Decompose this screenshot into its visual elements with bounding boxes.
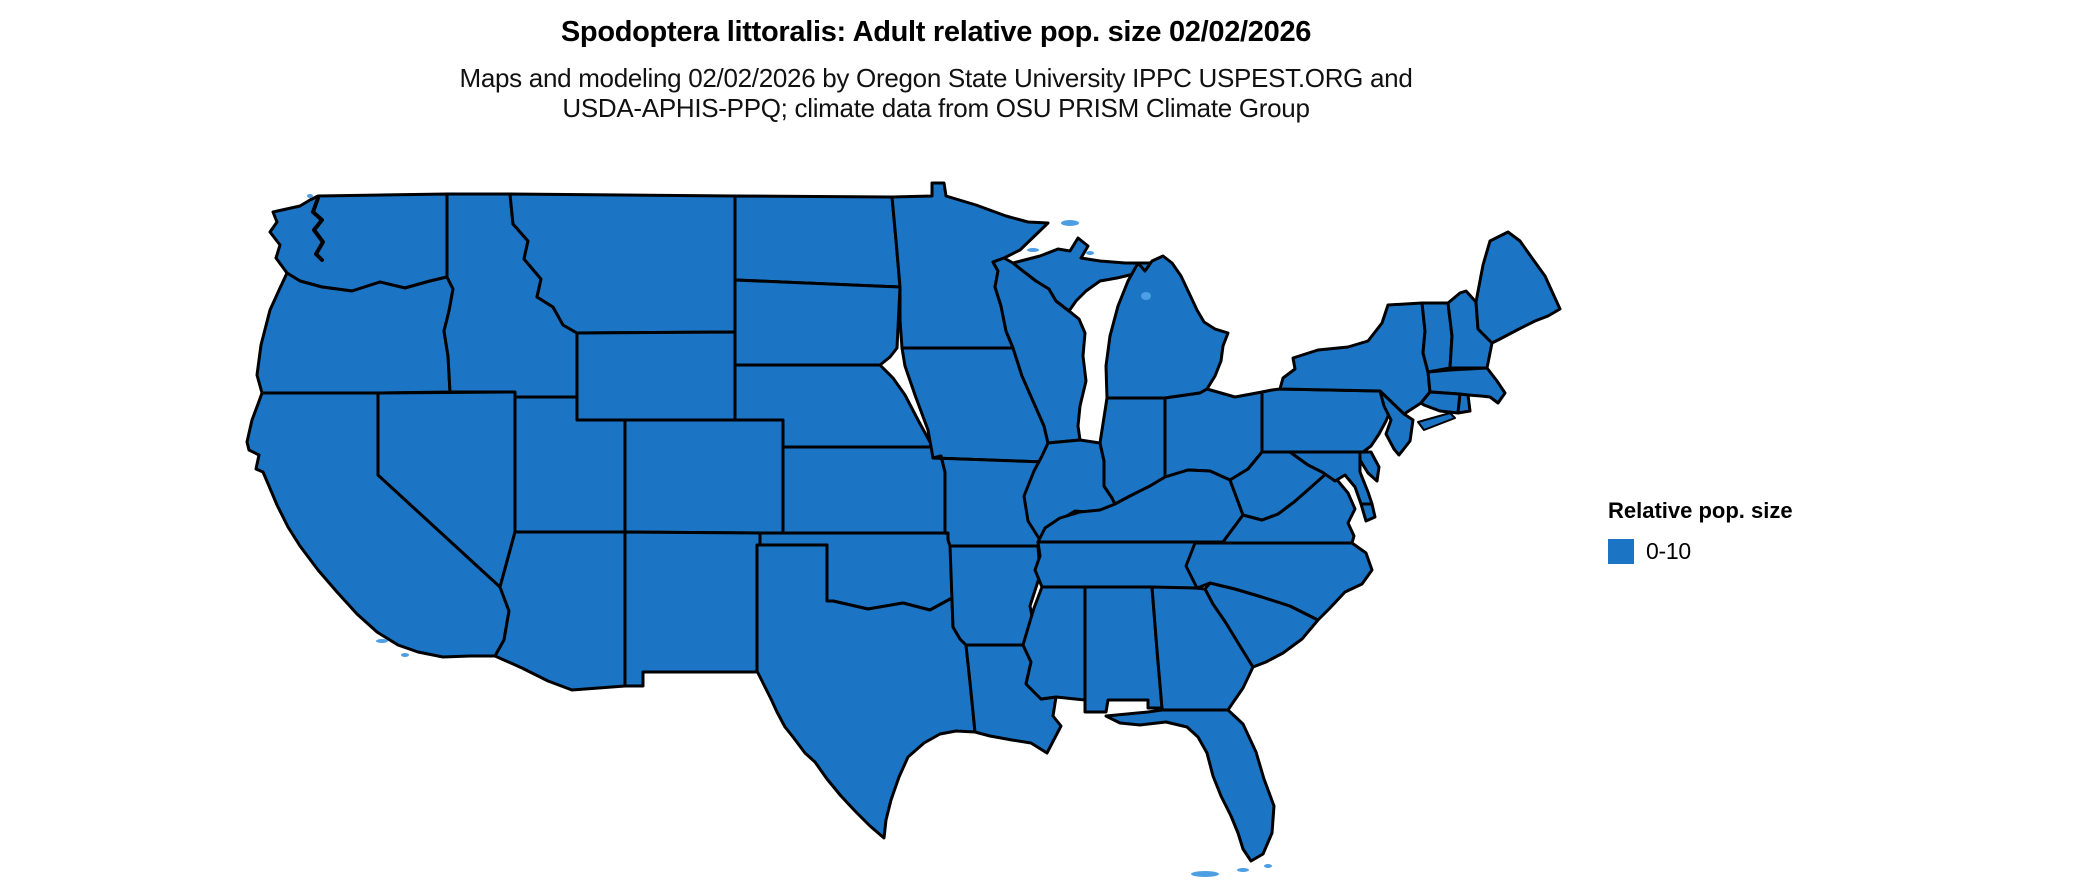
us-map-states xyxy=(245,181,1562,863)
state-ny xyxy=(1278,301,1432,416)
water-speck-4 xyxy=(376,639,388,643)
state-fl xyxy=(1104,708,1276,863)
water-speck-0 xyxy=(1061,220,1079,226)
legend-item-label: 0-10 xyxy=(1646,538,1691,564)
long-island xyxy=(1417,412,1456,431)
water-speck-6 xyxy=(307,194,313,198)
state-ms xyxy=(1021,585,1087,702)
header: Spodoptera littoralis: Adult relative po… xyxy=(0,0,1872,123)
state-wy xyxy=(575,330,737,422)
us-map-details xyxy=(307,194,1272,877)
state-sd xyxy=(733,278,902,367)
legend: Relative pop. size 0-10 xyxy=(1608,498,1793,565)
water-speck-3 xyxy=(1086,251,1094,255)
water-speck-9 xyxy=(1264,864,1272,868)
state-az xyxy=(493,530,627,692)
state-de xyxy=(1358,450,1381,483)
state-va-eastern-shore xyxy=(1359,502,1377,523)
page-subtitle: Maps and modeling 02/02/2026 by Oregon S… xyxy=(0,63,1872,123)
subtitle-line-2: USDA-APHIS-PPQ; climate data from OSU PR… xyxy=(562,93,1310,123)
water-speck-7 xyxy=(1191,871,1219,877)
state-nm xyxy=(623,530,762,688)
legend-swatch-icon xyxy=(1608,539,1634,564)
subtitle-line-1: Maps and modeling 02/02/2026 by Oregon S… xyxy=(459,63,1413,93)
state-oh xyxy=(1163,387,1264,482)
water-speck-8 xyxy=(1237,868,1249,872)
page-title: Spodoptera littoralis: Adult relative po… xyxy=(560,16,1312,48)
legend-items: 0-10 xyxy=(1608,538,1793,565)
puget-sound-inlet-line xyxy=(311,196,325,262)
water-speck-1 xyxy=(1027,248,1039,252)
water-speck-2 xyxy=(1141,292,1151,300)
legend-item-0: 0-10 xyxy=(1608,538,1793,565)
state-co xyxy=(623,418,785,535)
legend-title: Relative pop. size xyxy=(1608,498,1793,523)
state-nj xyxy=(1378,389,1415,457)
state-al xyxy=(1083,585,1164,714)
state-md xyxy=(1288,450,1374,506)
state-vt xyxy=(1420,301,1454,374)
state-me xyxy=(1474,230,1562,345)
state-wa xyxy=(268,192,449,293)
state-nc xyxy=(1184,541,1374,622)
state-ks xyxy=(781,445,947,535)
state-pa xyxy=(1260,387,1394,454)
state-ct xyxy=(1419,390,1462,415)
state-tx xyxy=(755,543,977,840)
state-ri xyxy=(1456,392,1472,415)
state-or xyxy=(255,271,455,395)
state-nd xyxy=(733,194,902,289)
water-speck-5 xyxy=(401,653,409,657)
